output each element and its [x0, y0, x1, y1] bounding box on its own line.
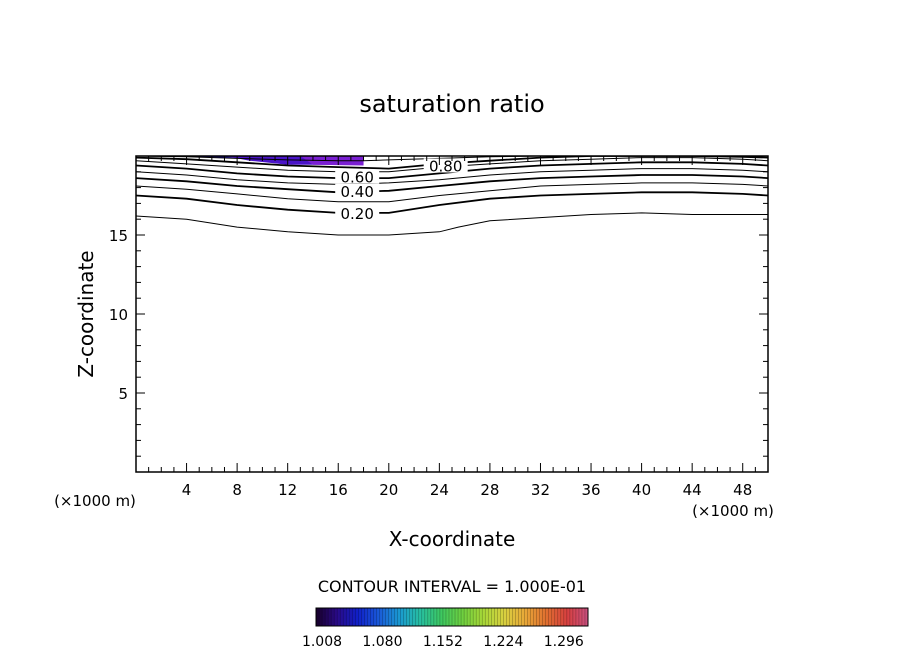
colorbar-stripes [315, 608, 589, 626]
contour-labels: 0.20 0.400.60 0.80 [335, 157, 468, 223]
colorbar-tick-label: 1.080 [362, 634, 402, 650]
colorbar-fill [316, 608, 588, 626]
contour-interval: CONTOUR INTERVAL = 1.000E-01 [318, 577, 586, 596]
axis-ticks [136, 156, 768, 472]
plot-area: 0.200.400.600.80 4 8 12 16 20 24 28 32 36 40 44 48 … [109, 155, 769, 499]
x-unit-right: (×1000 m) [692, 502, 774, 520]
contour-label: 0.60 [340, 169, 373, 187]
x-axis-label: X-coordinate [389, 527, 516, 551]
colorbar-tick-labels: 1.008 1.080 1.152 1.224 1.296 [302, 634, 584, 650]
x-tick-label: 8 [232, 481, 242, 499]
x-tick-label: 28 [480, 481, 499, 499]
contour-label-bg [335, 183, 380, 198]
contour-line-0.4 [136, 174, 768, 194]
contour-label: 0.80 [429, 157, 462, 175]
x-tick-label: 44 [683, 481, 702, 499]
x-tick-label: 32 [531, 481, 550, 499]
chart-title: saturation ratio [359, 90, 544, 118]
y-axis-label: Z-coordinate [74, 250, 98, 377]
colorbar-tick-label: 1.152 [423, 634, 463, 650]
contour-label: 0.40 [340, 183, 373, 201]
contour-label-bg [423, 158, 468, 173]
contour-line-0.5 [136, 168, 768, 185]
y-tick-label: 10 [109, 306, 128, 324]
colorbar-tick-label: 1.296 [544, 634, 584, 650]
contour-line-0.3 [136, 182, 768, 203]
x-tick-label: 24 [430, 481, 449, 499]
x-tick-label: 48 [733, 481, 752, 499]
colorbar-tick-label: 1.224 [483, 634, 523, 650]
x-tick-label: 20 [379, 481, 398, 499]
y-tick-label: 15 [109, 227, 128, 245]
x-tick-label: 12 [278, 481, 297, 499]
x-tick-label: 16 [329, 481, 348, 499]
y-tick-labels: 5 10 15 [109, 227, 128, 403]
contour-label-bg [335, 205, 380, 220]
x-tick-labels: 4 8 12 16 20 24 28 32 36 40 44 48 [182, 481, 752, 499]
contour-line-0.1 [136, 212, 768, 236]
x-tick-label: 40 [632, 481, 651, 499]
contour-label-bg [335, 169, 380, 184]
y-tick-label: 5 [118, 385, 128, 403]
colorbar-tick-label: 1.008 [302, 634, 342, 650]
x-tick-label: 36 [581, 481, 600, 499]
x-tick-label: 4 [182, 481, 192, 499]
contour-label: 0.20 [340, 205, 373, 223]
colorbar-frame [315, 607, 589, 627]
x-unit-left: (×1000 m) [54, 492, 136, 510]
colorbar: 1.008 1.080 1.152 1.224 1.296 [302, 607, 589, 650]
contour-line-0.2 [136, 191, 768, 214]
